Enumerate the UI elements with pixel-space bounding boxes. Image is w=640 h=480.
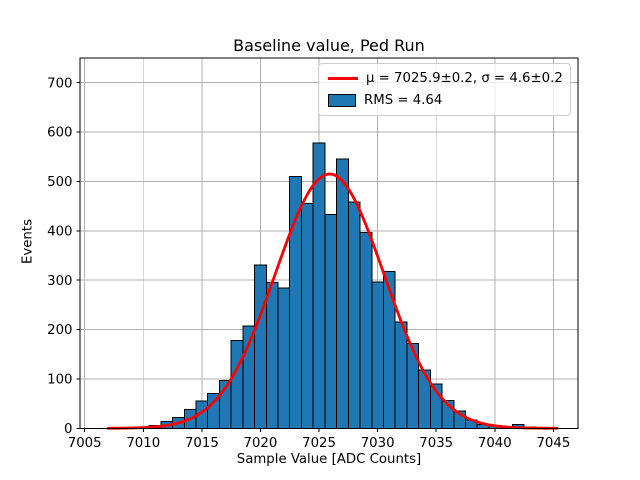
x-tick-label: 7045 [536, 436, 570, 451]
histogram-bar [254, 264, 267, 429]
histogram-bar [336, 158, 349, 429]
histogram-bar [394, 321, 408, 429]
x-tick-label: 7040 [478, 436, 512, 451]
histogram-bar [230, 339, 244, 429]
x-tick-label: 7035 [419, 436, 453, 451]
histogram-bar [347, 201, 361, 429]
hist-patch-swatch [328, 94, 356, 107]
x-tick-label: 7020 [244, 436, 278, 451]
histogram-bar [324, 214, 338, 429]
chart-title: Baseline value, Ped Run [233, 36, 425, 55]
histogram-bar [371, 281, 384, 429]
y-tick-label: 500 [47, 175, 72, 190]
x-tick-label: 7015 [185, 436, 219, 451]
x-tick-label: 7010 [126, 436, 160, 451]
fit-legend-label: μ = 7025.9±0.2, σ = 4.6±0.2 [366, 71, 563, 86]
gaussian-fit-curve [106, 172, 559, 430]
y-axis-label: Events [20, 218, 36, 265]
histogram-bar [359, 231, 373, 429]
fit-line-swatch [328, 77, 358, 80]
histogram-bar [265, 282, 279, 429]
x-tick-label: 7025 [302, 436, 336, 451]
histogram-bar [312, 142, 326, 429]
y-tick-label: 700 [47, 76, 72, 91]
legend-box: μ = 7025.9±0.2, σ = 4.6±0.2 RMS = 4.64 [318, 63, 571, 116]
x-axis-label: Sample Value [ADC Counts] [236, 452, 422, 467]
hist-legend-label: RMS = 4.64 [364, 93, 443, 108]
y-tick-label: 300 [47, 274, 72, 289]
histogram-bar [277, 287, 291, 429]
x-tick-label: 7030 [361, 436, 395, 451]
y-tick-label: 100 [47, 373, 72, 388]
legend-entry-fit: μ = 7025.9±0.2, σ = 4.6±0.2 [328, 71, 563, 86]
histogram-bar [300, 203, 314, 429]
y-tick-label: 200 [47, 323, 72, 338]
y-tick-label: 0 [64, 422, 72, 437]
y-tick-label: 600 [47, 126, 72, 141]
y-tick-label: 400 [47, 224, 72, 239]
plot-frame [79, 57, 579, 429]
histogram-bar [289, 175, 302, 429]
histogram-bar [382, 270, 396, 429]
x-tick-label: 7005 [68, 436, 102, 451]
legend-entry-hist: RMS = 4.64 [328, 93, 561, 108]
